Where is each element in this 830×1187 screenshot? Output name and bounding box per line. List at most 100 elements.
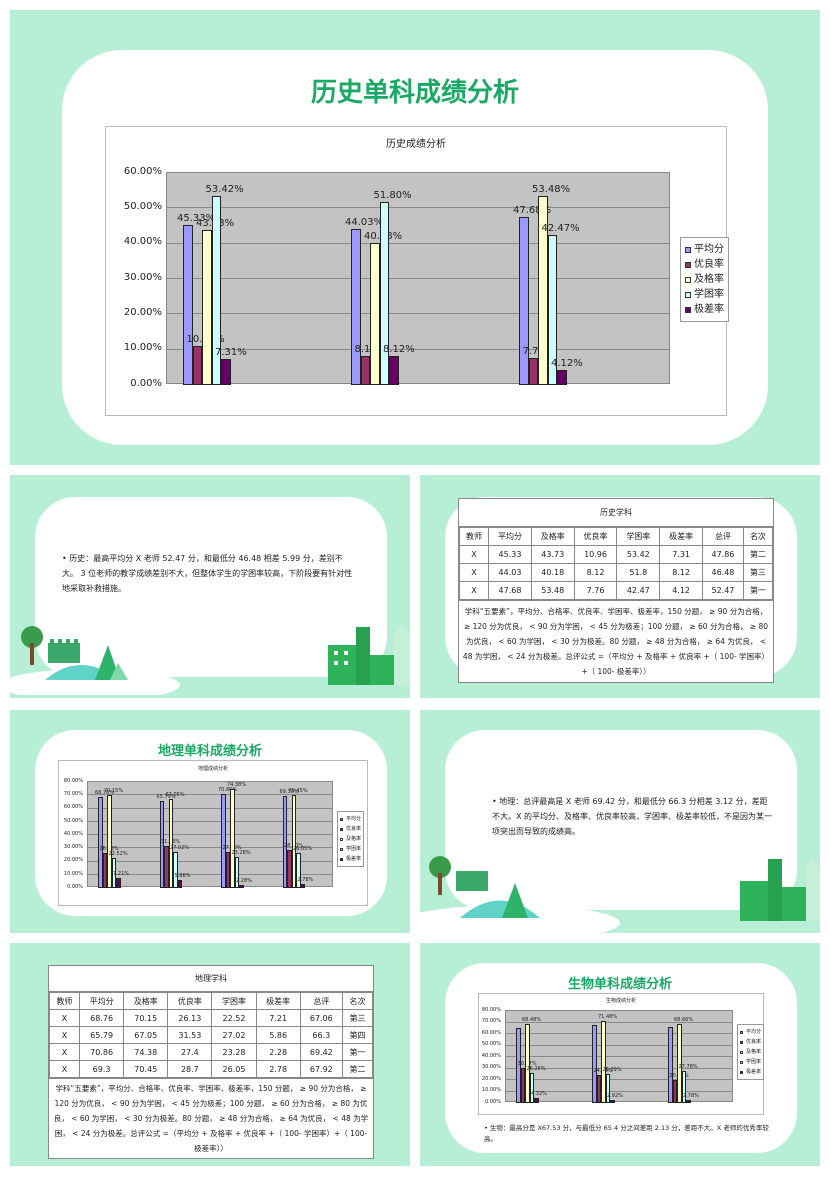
legend-item: 优良率 — [340, 824, 361, 834]
legend-label: 极差率 — [746, 1069, 762, 1075]
table-cell: 第二 — [742, 545, 774, 564]
legend-swatch — [685, 306, 691, 313]
slide-geography-summary: • 地理：总评最高是 X 老师 69.42 分，和最低分 66.3 分相差 3.… — [420, 710, 820, 933]
legend-swatch — [340, 847, 343, 851]
column-header: 名次 — [742, 527, 774, 546]
legend-item: 优良率 — [685, 257, 724, 272]
bar-及格率 — [107, 795, 112, 888]
table-cell: X — [48, 1009, 81, 1027]
table-cell: 69.3 — [79, 1060, 125, 1078]
data-label: 70.15% — [104, 788, 124, 795]
data-label: 65.79% — [156, 793, 176, 800]
bar-平均分 — [519, 216, 529, 385]
bar-及格率 — [168, 799, 173, 888]
bar-及格率 — [202, 230, 212, 385]
bar-学困率 — [605, 1074, 610, 1103]
table-header-row: 教师 平均分 及格率 优良率 学困率 极差率 总评 名次 — [458, 527, 774, 546]
column-header: 学困率 — [616, 527, 661, 546]
bar-及格率 — [370, 243, 380, 385]
gridline — [88, 860, 332, 862]
y-tick-label: 10.00% — [123, 342, 162, 354]
data-label: 53.42% — [205, 184, 244, 196]
legend-label: 学困率 — [346, 846, 362, 852]
plot-area: 45.33%44.03%47.68%10.96%8.12%7.76%43.73%… — [166, 172, 670, 385]
chart-legend: 平均分 优良率 及格率 学困率 极差率 — [680, 237, 729, 322]
bar-学困率 — [681, 1071, 686, 1103]
table-cell: 27.4 — [167, 1043, 213, 1061]
data-label: 26.05% — [293, 846, 313, 853]
legend-label: 平均分 — [746, 1029, 762, 1035]
legend-item: 及格率 — [340, 834, 361, 844]
table-cell: 47.68 — [488, 581, 532, 600]
slide-geography-table: 地理学科 教师 平均分 及格率 优良率 学困率 极差率 总评 名次 X 68.76 70.15 26.… — [10, 943, 410, 1166]
gridline — [506, 1079, 732, 1080]
table-note: 学科“五要素”，平均分、合格率、优良率、学困率、极差率，150 分题， ≥ 90… — [459, 600, 773, 682]
landscape-illustration — [420, 856, 820, 933]
bar-极差率 — [239, 884, 244, 888]
legend-item: 及格率 — [740, 1047, 761, 1057]
table-cell: 10.96 — [573, 545, 618, 564]
table-cell: 47.86 — [701, 545, 744, 564]
column-header: 优良率 — [167, 992, 213, 1010]
data-label: 2.78% — [683, 1092, 699, 1099]
column-header: 名次 — [341, 992, 374, 1010]
history-summary-text: • 历史：最高平均分 X 老师 52.47 分，和最低分 46.48 相差 5.… — [62, 554, 353, 593]
geography-chart: 地理成绩分析68.76%65.79%70.86%69.30%26.13%31.5… — [58, 760, 368, 906]
table-row: X 68.76 70.15 26.13 22.52 7.21 67.06 第三 — [48, 1009, 374, 1027]
legend-swatch — [685, 246, 691, 253]
chart-legend: 平均分 优良率 及格率 学困率 极差率 — [737, 1024, 765, 1080]
table-cell: 68.76 — [79, 1009, 125, 1027]
slide-history-summary: • 历史：最高平均分 X 老师 52.47 分，和最低分 46.48 相差 5.… — [10, 475, 410, 698]
bar-优良率 — [520, 1068, 525, 1103]
table-title: 历史学科 — [459, 499, 773, 527]
table-title: 地理学科 — [49, 966, 373, 992]
gridline — [506, 1067, 732, 1069]
slide-history-table: 历史学科 教师 平均分 及格率 优良率 学困率 极差率 总评 名次 X 45.33 43.73 10.… — [420, 475, 820, 698]
column-header: 极差率 — [659, 527, 703, 546]
bar-优良率 — [192, 346, 202, 385]
y-tick-label: 80.00% — [63, 777, 83, 784]
data-label: 25.09% — [602, 1067, 622, 1074]
legend-item: 学困率 — [685, 287, 724, 302]
table-cell: 27.02 — [211, 1026, 257, 1044]
data-label: 23.28% — [231, 850, 251, 857]
bar-极差率 — [557, 370, 567, 385]
data-label: 42.47% — [541, 222, 580, 234]
y-tick-label: 0.00% — [485, 1098, 501, 1105]
legend-item: 平均分 — [685, 242, 724, 257]
y-tick-label: 60.00% — [123, 165, 162, 177]
slide-title: 地理单科成绩分析 — [157, 744, 262, 759]
bar-学困率 — [111, 858, 116, 888]
y-tick-label: 60.00% — [481, 1029, 501, 1036]
table-cell: 67.06 — [299, 1009, 343, 1027]
bar-优良率 — [287, 849, 292, 888]
legend-item: 优良率 — [740, 1037, 761, 1047]
gridline — [167, 313, 669, 315]
table-cell: 44.03 — [488, 563, 532, 582]
legend-swatch — [340, 857, 343, 861]
table-cell: 7.21 — [255, 1009, 301, 1027]
bar-极差率 — [389, 356, 399, 385]
table-cell: 69.42 — [299, 1043, 343, 1061]
table-cell: 2.28 — [255, 1043, 301, 1061]
y-tick-label: 50.00% — [481, 1041, 501, 1048]
table-cell: 2.78 — [255, 1060, 301, 1078]
gridline — [88, 834, 332, 835]
table-cell: 45.33 — [488, 545, 532, 564]
column-header: 及格率 — [530, 527, 575, 546]
legend-item: 极差率 — [740, 1067, 761, 1077]
gridline — [506, 1021, 732, 1023]
table-cell: 7.31 — [659, 545, 703, 564]
gridline — [167, 348, 669, 350]
table-cell: X — [48, 1043, 81, 1061]
legend-label: 及格率 — [694, 274, 724, 285]
bar-极差率 — [534, 1098, 539, 1103]
geography-summary-text: • 地理：总评最高是 X 老师 69.42 分，和最低分 66.3 分相差 3.… — [492, 797, 773, 836]
data-label: 70.45% — [288, 787, 308, 794]
legend-label: 优良率 — [346, 826, 362, 832]
legend-swatch — [685, 291, 691, 298]
data-label: 71.48% — [598, 1013, 618, 1020]
data-label: 2.92% — [607, 1092, 623, 1099]
data-label: 69.30% — [279, 789, 299, 796]
bar-平均分 — [668, 1026, 673, 1103]
